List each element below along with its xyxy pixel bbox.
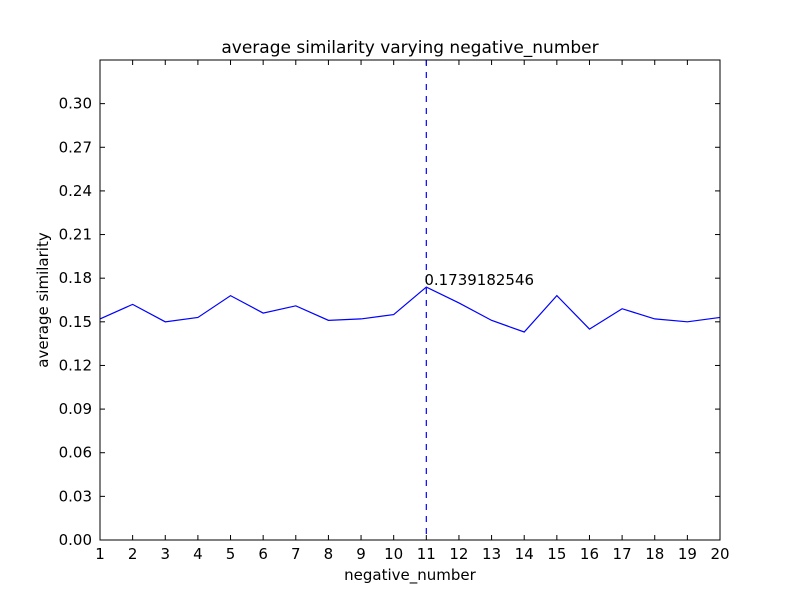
plot-area: 1 2 3 4 5 6 7 8 9 10 11 12 13 14 15 16 17 18 19 200.000.030… (59, 59, 730, 563)
y-tick-label: 0.27 (59, 138, 92, 156)
x-tick-label: 6 (258, 545, 268, 563)
y-tick-label: 0.00 (59, 531, 92, 549)
x-tick-label: 9 (356, 545, 366, 563)
y-tick-label: 0.24 (59, 182, 92, 200)
x-tick-label: 8 (324, 545, 334, 563)
x-tick-label: 15 (547, 545, 566, 563)
x-tick-label: 5 (226, 545, 236, 563)
x-tick-label: 11 (417, 545, 436, 563)
x-tick-label: 20 (710, 545, 729, 563)
y-tick-label: 0.06 (59, 444, 92, 462)
x-tick-label: 14 (515, 545, 534, 563)
x-tick-label: 10 (384, 545, 403, 563)
x-tick-label: 16 (580, 545, 599, 563)
x-tick-label: 1 (95, 545, 105, 563)
y-tick-label: 0.30 (59, 95, 92, 113)
x-tick-label: 7 (291, 545, 301, 563)
series-line-0 (99, 286, 721, 333)
x-tick-label: 18 (645, 545, 664, 563)
x-tick-label: 19 (678, 545, 697, 563)
x-tick-label: 13 (482, 545, 501, 563)
y-axis-label: average similarity (34, 232, 52, 368)
y-tick-label: 0.18 (59, 269, 92, 287)
y-tick-label: 0.12 (59, 356, 92, 374)
x-tick-label: 3 (160, 545, 170, 563)
plot-frame (99, 59, 721, 541)
peak-annotation: 0.1739182546 (424, 271, 534, 289)
x-axis-label: negative_number (344, 566, 476, 585)
y-tick-label: 0.09 (59, 400, 92, 418)
y-tick-label: 0.03 (59, 487, 92, 505)
x-tick-label: 12 (449, 545, 468, 563)
y-tick-label: 0.15 (59, 313, 92, 331)
x-tick-label: 2 (128, 545, 138, 563)
x-tick-label: 4 (193, 545, 203, 563)
y-tick-label: 0.21 (59, 226, 92, 244)
chart-title: average similarity varying negative_numb… (221, 38, 598, 58)
x-tick-label: 17 (613, 545, 632, 563)
